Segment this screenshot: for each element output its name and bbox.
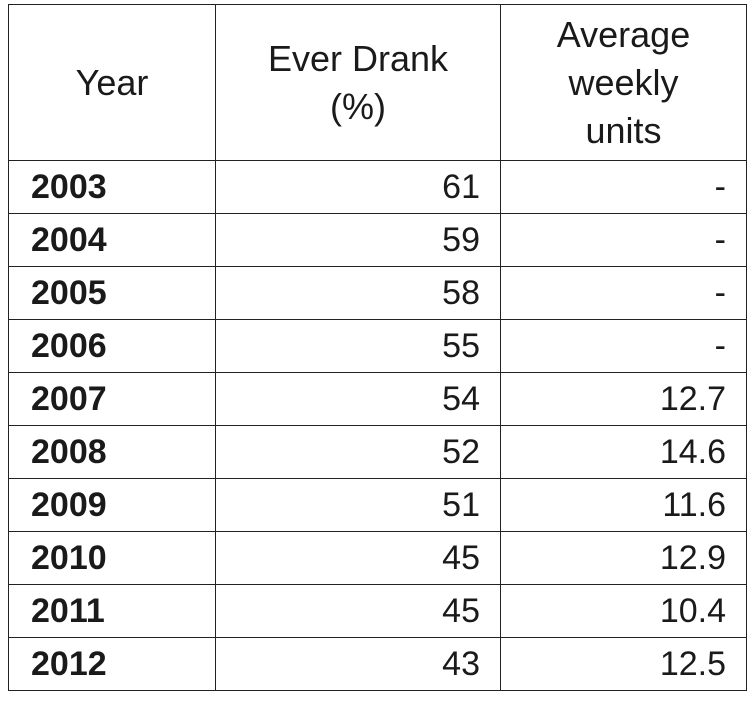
table-row: 2006 55- [8, 319, 747, 373]
year-cell: 2009 [8, 478, 216, 532]
year-cell: 2004 [8, 213, 216, 267]
year-cell: 2003 [8, 160, 216, 214]
table-row: 2011 45 10.4 [8, 584, 747, 638]
ever-drank-cell: 55 [215, 319, 501, 373]
ever-drank-cell: 43 [215, 637, 501, 691]
year-cell: 2010 [8, 531, 216, 585]
column-header-average-weekly-units: Average weekly units [500, 4, 747, 161]
average-weekly-units-cell: 10.4 [500, 584, 747, 638]
ever-drank-cell: 45 [215, 531, 501, 585]
average-weekly-units-cell: 12.7 [500, 372, 747, 426]
year-cell: 2011 [8, 584, 216, 638]
year-cell: 2006 [8, 319, 216, 373]
table-row: 2009 51 11.6 [8, 478, 747, 532]
table-row: 2007 54 12.7 [8, 372, 747, 426]
average-weekly-units-cell: 14.6 [500, 425, 747, 479]
table-row: 2010 45 12.9 [8, 531, 747, 585]
average-weekly-units-cell: 11.6 [500, 478, 747, 532]
average-weekly-units-cell: 12.9 [500, 531, 747, 585]
header-row: Year Ever Drank (%) Average weekly units [8, 4, 747, 161]
average-weekly-units-cell: - [500, 319, 747, 373]
ever-drank-cell: 54 [215, 372, 501, 426]
table-row: 2012 43 12.5 [8, 637, 747, 691]
year-cell: 2007 [8, 372, 216, 426]
ever-drank-cell: 58 [215, 266, 501, 320]
alcohol-consumption-table: Year Ever Drank (%) Average weekly units… [8, 4, 747, 691]
ever-drank-cell: 52 [215, 425, 501, 479]
table-row: 2004 59- [8, 213, 747, 267]
average-weekly-units-cell: - [500, 213, 747, 267]
year-cell: 2008 [8, 425, 216, 479]
ever-drank-cell: 51 [215, 478, 501, 532]
table-row: 2003 61- [8, 160, 747, 214]
ever-drank-cell: 61 [215, 160, 501, 214]
average-weekly-units-cell: - [500, 160, 747, 214]
table-row: 2005 58- [8, 266, 747, 320]
table-row: 2008 52 14.6 [8, 425, 747, 479]
column-header-ever-drank: Ever Drank (%) [215, 4, 501, 161]
ever-drank-cell: 59 [215, 213, 501, 267]
average-weekly-units-cell: - [500, 266, 747, 320]
ever-drank-cell: 45 [215, 584, 501, 638]
year-cell: 2005 [8, 266, 216, 320]
year-cell: 2012 [8, 637, 216, 691]
data-table-container: Year Ever Drank (%) Average weekly units… [8, 4, 747, 691]
table-body: 2003 61-2004 59-2005 58-2006 55-2007 54 12.7 20… [8, 160, 747, 691]
column-header-year: Year [8, 4, 216, 161]
average-weekly-units-cell: 12.5 [500, 637, 747, 691]
